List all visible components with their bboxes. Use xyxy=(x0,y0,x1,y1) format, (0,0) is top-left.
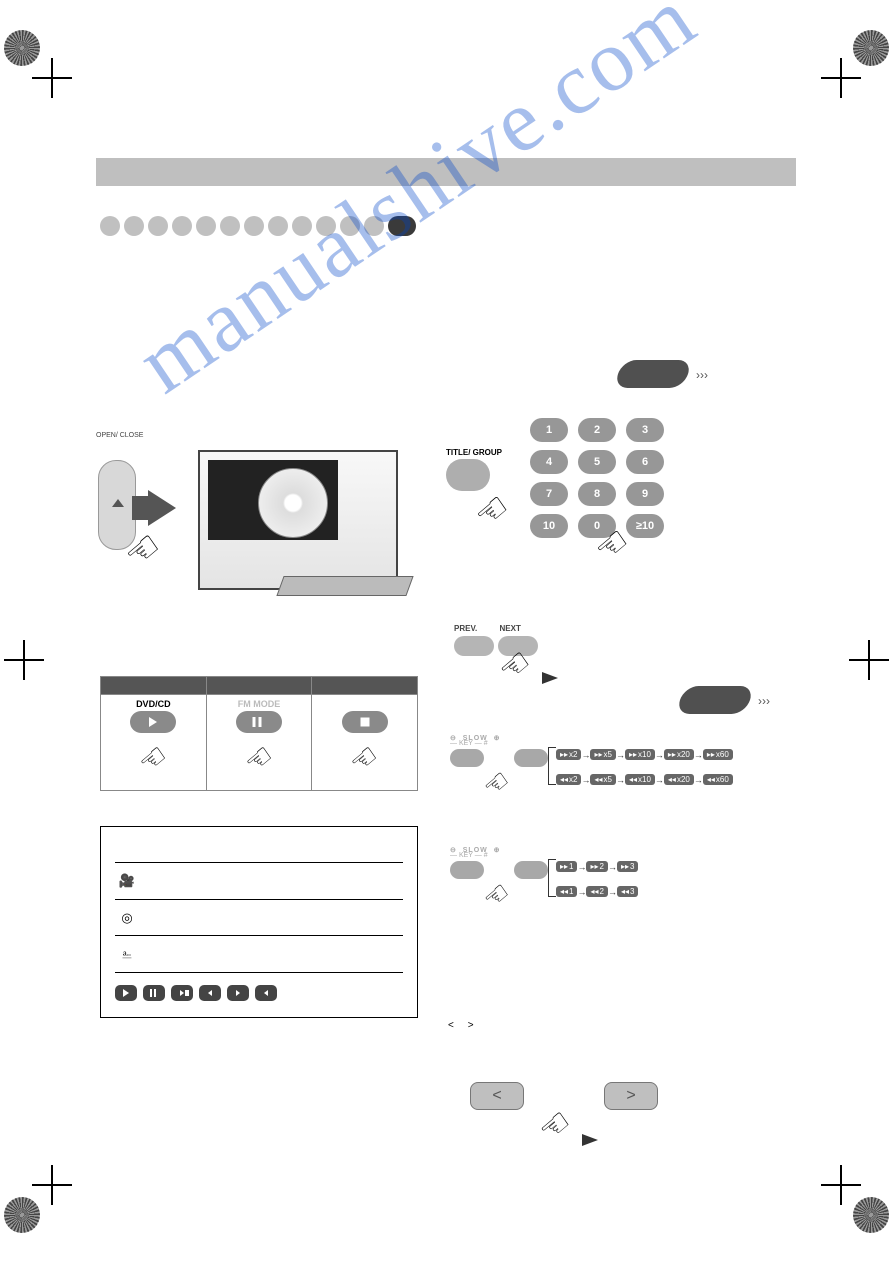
sound-icon: ››› xyxy=(696,368,708,382)
title-group-label: TITLE/ GROUP xyxy=(446,448,502,457)
prev-button[interactable] xyxy=(454,636,494,656)
hand-icon: ☜ xyxy=(343,737,386,781)
screen-guide-box: 🎥 ◎ ⎁ xyxy=(100,826,418,1018)
key-1[interactable]: 1 xyxy=(530,418,568,442)
camera-icon: 🎥 xyxy=(115,871,139,891)
rewind-button[interactable] xyxy=(450,861,484,879)
step-chip: ◂◂ 3 xyxy=(617,886,638,897)
play-cell: DVD/CD ☜ xyxy=(101,695,207,791)
arrow-icon xyxy=(542,672,558,684)
stop-cell: ☜ xyxy=(312,695,418,791)
speed-chip: ◂◂ x10 xyxy=(625,774,655,785)
key-7[interactable]: 7 xyxy=(530,482,568,506)
remote-button[interactable] xyxy=(613,360,692,388)
speed-chip: ▸▸ x20 xyxy=(664,749,694,760)
reverse-speed-chain: ◂◂ x2→ ◂◂ x5→ ◂◂ x10→ ◂◂ x20→ ◂◂ x60 xyxy=(556,774,733,785)
step-chip: ▸▸ 2 xyxy=(586,861,607,872)
speed-chip: ◂◂ x60 xyxy=(703,774,733,785)
hand-icon: ☜ xyxy=(476,763,516,804)
step-chip: ◂◂ 1 xyxy=(556,886,577,897)
play-button[interactable] xyxy=(130,711,176,733)
fastfwd-button[interactable] xyxy=(514,749,548,767)
arrow-icon xyxy=(582,1134,598,1146)
pause-cell: FM MODE ☜ xyxy=(206,695,312,791)
mini-pause-icon xyxy=(143,985,165,1001)
disc-loading-illustration: OPEN/ CLOSE ☜ xyxy=(98,450,418,610)
section-indicator-dots xyxy=(100,216,416,236)
dvd-cd-label: DVD/CD xyxy=(101,699,206,709)
stop-button[interactable] xyxy=(342,711,388,733)
forward-speed-chain: ▸▸ x2→ ▸▸ x5→ ▸▸ x10→ ▸▸ x20→ ▸▸ x60 xyxy=(556,749,733,760)
step-chip: ▸▸ 1 xyxy=(556,861,577,872)
speed-chip: ▸▸ x5 xyxy=(590,749,615,760)
next-label: NEXT xyxy=(500,624,521,633)
number-pad: 1 2 3 4 5 6 7 8 9 10 0 ≥10 xyxy=(530,418,664,538)
reverse-advance-symbols: < > xyxy=(448,1020,474,1031)
hand-icon: ☜ xyxy=(476,875,516,916)
advance-button[interactable]: > xyxy=(604,1082,658,1110)
fm-mode-label: FM MODE xyxy=(207,699,312,709)
section-header xyxy=(96,158,796,186)
crop-mark xyxy=(4,1173,64,1233)
pause-button[interactable] xyxy=(236,711,282,733)
speed-chip: ▸▸ x60 xyxy=(703,749,733,760)
bracket-icon xyxy=(548,747,556,785)
key-6[interactable]: 6 xyxy=(626,450,664,474)
crop-mark xyxy=(829,30,889,90)
crop-mark xyxy=(829,1173,889,1233)
speed-chip: ◂◂ x20 xyxy=(664,774,694,785)
crop-mark xyxy=(4,640,64,700)
mini-rw-icon xyxy=(199,985,221,1001)
bracket-icon xyxy=(548,859,556,897)
speed-chip: ▸▸ x10 xyxy=(625,749,655,760)
subtitle-icon: ⎁ xyxy=(115,944,139,964)
key-3[interactable]: 3 xyxy=(626,418,664,442)
speed-chip: ▸▸ x2 xyxy=(556,749,581,760)
reverse-button[interactable]: < xyxy=(470,1082,524,1110)
key-label: — KEY — # xyxy=(450,852,638,859)
key-10[interactable]: 10 xyxy=(530,514,568,538)
hand-icon: ☜ xyxy=(466,485,518,538)
arrow-icon xyxy=(148,490,176,526)
disc-illustration xyxy=(258,468,328,538)
mini-ff-icon xyxy=(171,985,193,1001)
audio-icon: ◎ xyxy=(115,908,139,928)
title-group-button[interactable]: TITLE/ GROUP xyxy=(446,448,502,491)
eject-label: OPEN/ CLOSE xyxy=(96,432,143,440)
remote-button[interactable] xyxy=(675,686,754,714)
speed-chip: ◂◂ x5 xyxy=(590,774,615,785)
reverse-step-chain: ◂◂ 1→ ◂◂ 2→ ◂◂ 3 xyxy=(556,886,638,897)
crop-mark xyxy=(829,640,889,700)
key-5[interactable]: 5 xyxy=(578,450,616,474)
speed-chip: ◂◂ x2 xyxy=(556,774,581,785)
fastfwd-button[interactable] xyxy=(514,861,548,879)
crop-mark xyxy=(4,30,64,90)
basic-operations-table: DVD/CD ☜ FM MODE ☜ ☜ xyxy=(100,676,418,791)
mini-play-icon xyxy=(115,985,137,1001)
mini-step-back-icon xyxy=(255,985,277,1001)
hand-icon: ☜ xyxy=(237,737,280,781)
prev-label: PREV. xyxy=(454,624,477,633)
reverse-advance-buttons: < > xyxy=(470,1082,658,1110)
mini-control-icons xyxy=(115,985,403,1001)
forward-step-chain: ▸▸ 1→ ▸▸ 2→ ▸▸ 3 xyxy=(556,861,638,872)
key-8[interactable]: 8 xyxy=(578,482,616,506)
key-gte10[interactable]: ≥10 xyxy=(626,514,664,538)
step-chip: ▸▸ 3 xyxy=(617,861,638,872)
slow-search-diagram: ⊖ SLOW ⊕ — KEY — # ☜ ▸▸ 1→ ▸▸ 2→ ▸▸ 3 ◂◂… xyxy=(450,846,638,912)
fast-search-diagram: ⊖ SLOW ⊕ — KEY — # ☜ ▸▸ x2→ ▸▸ x5→ ▸▸ x1… xyxy=(450,734,733,800)
key-4[interactable]: 4 xyxy=(530,450,568,474)
hand-icon: ☜ xyxy=(132,737,175,781)
watermark-text: manualshive.com xyxy=(120,0,714,414)
key-9[interactable]: 9 xyxy=(626,482,664,506)
key-2[interactable]: 2 xyxy=(578,418,616,442)
sound-icon: ››› xyxy=(758,694,770,708)
step-chip: ◂◂ 2 xyxy=(586,886,607,897)
mini-step-fwd-icon xyxy=(227,985,249,1001)
rewind-button[interactable] xyxy=(450,749,484,767)
